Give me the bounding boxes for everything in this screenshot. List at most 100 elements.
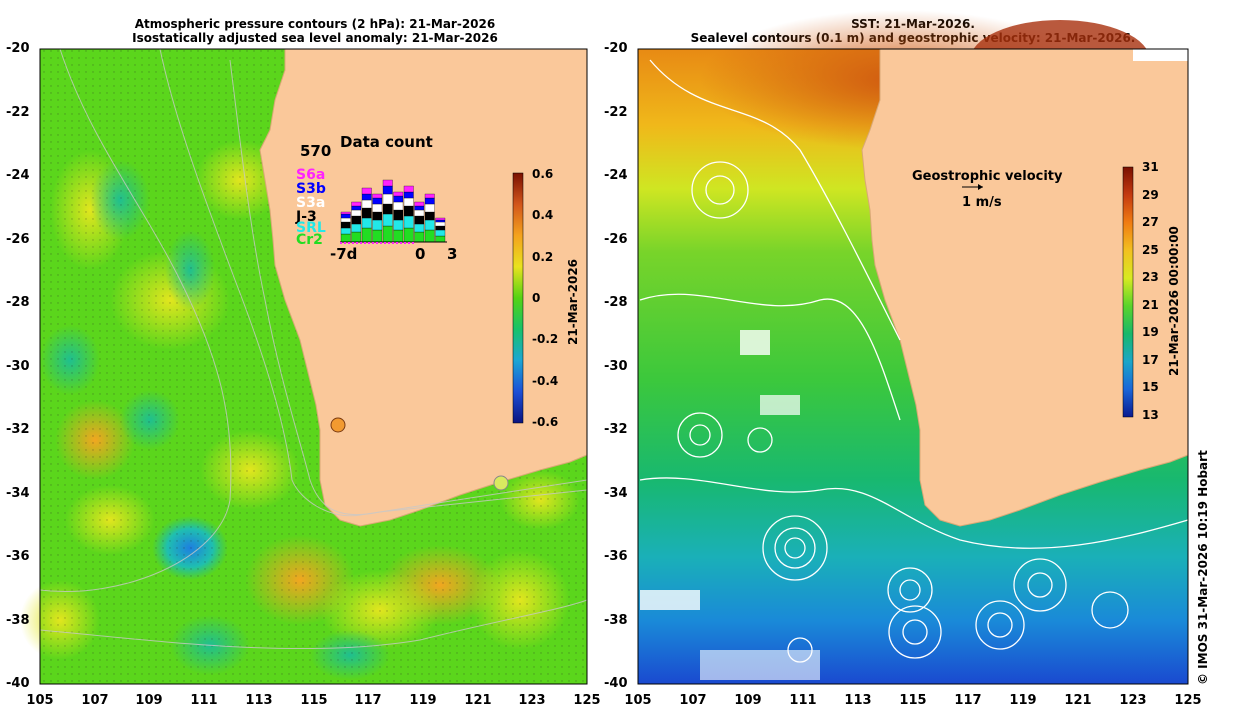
right-cb-tick: 21 bbox=[1142, 298, 1159, 312]
inset-mission-s3b: S3b bbox=[296, 181, 326, 197]
left-ytick: -28 bbox=[6, 295, 30, 310]
left-title-line2: Isostatically adjusted sea level anomaly… bbox=[132, 31, 498, 45]
right-cb-tick: 19 bbox=[1142, 325, 1159, 339]
right-xtick: 115 bbox=[899, 693, 927, 708]
right-ytick: -34 bbox=[604, 486, 628, 501]
inset-bar-segment bbox=[393, 191, 404, 197]
inset-count: 570 bbox=[300, 142, 332, 160]
inset-bar-segment bbox=[424, 229, 435, 243]
left-colorbar-label: 21-Mar-2026 bbox=[566, 258, 580, 345]
left-cb-tick: 0.2 bbox=[532, 250, 554, 264]
inset-bar-segment bbox=[382, 193, 393, 205]
inset-bar-segment bbox=[414, 201, 425, 207]
inset-bar-segment bbox=[424, 219, 435, 231]
inset-bar-segment bbox=[361, 207, 372, 219]
left-ytick: -20 bbox=[6, 41, 30, 56]
inset-bar-segment bbox=[393, 219, 404, 231]
inset-bar-segment bbox=[361, 227, 372, 243]
velocity-scale: 1 m/s bbox=[962, 195, 1002, 210]
left-cb-tick: 0.4 bbox=[532, 208, 554, 222]
left-cb-tick: -0.4 bbox=[532, 374, 559, 388]
left-xtick: 117 bbox=[354, 693, 382, 708]
right-ytick: -22 bbox=[604, 105, 628, 120]
inset-bar-segment bbox=[340, 217, 351, 223]
left-colorbar bbox=[512, 172, 524, 424]
inset-bar-segment bbox=[414, 223, 425, 233]
inset-mission-srl: SRL bbox=[296, 220, 326, 236]
inset-bar-segment bbox=[340, 213, 351, 219]
inset-bar-segment bbox=[435, 221, 446, 227]
inset-bar-segment bbox=[414, 231, 425, 243]
left-coastline-land bbox=[259, 48, 588, 527]
right-cb-tick: 29 bbox=[1142, 188, 1159, 202]
right-colorbar bbox=[1122, 166, 1134, 418]
inset-mission-cr2: Cr2 bbox=[296, 232, 323, 248]
right-xtick: 113 bbox=[844, 693, 872, 708]
inset-bar-segment bbox=[351, 209, 362, 217]
inset-bar-segment bbox=[403, 185, 414, 193]
left-xtick: 115 bbox=[300, 693, 328, 708]
inset-bar-segment bbox=[403, 197, 414, 207]
inset-bar-segment bbox=[372, 197, 383, 205]
inset-bar-segment bbox=[424, 203, 435, 213]
right-cb-tick: 17 bbox=[1142, 353, 1159, 367]
inset-bar-segment bbox=[361, 187, 372, 195]
right-cb-tick: 25 bbox=[1142, 243, 1159, 257]
right-xtick: 105 bbox=[624, 693, 652, 708]
left-ytick: -30 bbox=[6, 359, 30, 374]
credit-text: © IMOS 31-Mar-2026 10:19 Hobart bbox=[1196, 450, 1210, 685]
inset-bars bbox=[340, 179, 447, 244]
right-white-cloud-mask bbox=[640, 330, 820, 680]
left-cb-tick: 0 bbox=[532, 291, 541, 305]
inset-bar-segment bbox=[351, 223, 362, 233]
left-xtick: 107 bbox=[81, 693, 109, 708]
left-xtick: 125 bbox=[573, 693, 601, 708]
right-title: SST: 21-Mar-2026. Sealevel contours (0.1… bbox=[638, 17, 1188, 45]
velocity-label: Geostrophic velocity bbox=[912, 169, 1063, 184]
inset-bar-segment bbox=[435, 229, 446, 237]
inset-bar-segment bbox=[435, 219, 446, 223]
inset-bar-segment bbox=[340, 221, 351, 229]
left-ytick: -38 bbox=[6, 613, 30, 628]
inset-mission-s3a: S3a bbox=[296, 195, 326, 211]
left-bathymetry-contours bbox=[39, 48, 588, 650]
left-map[interactable] bbox=[0, 0, 600, 720]
inset-bar-segment bbox=[372, 203, 383, 213]
inset-bar-segment bbox=[372, 229, 383, 243]
right-ytick: -20 bbox=[604, 41, 628, 56]
inset-bar-segment bbox=[382, 179, 393, 187]
inset-bar-segment bbox=[414, 215, 425, 225]
inset-bar-segment bbox=[351, 205, 362, 211]
right-ytick: -28 bbox=[604, 295, 628, 310]
inset-bar-segment bbox=[382, 225, 393, 243]
left-marker-2 bbox=[493, 475, 509, 491]
right-ytick: -24 bbox=[604, 168, 628, 183]
right-cb-tick: 23 bbox=[1142, 270, 1159, 284]
left-ytick: -36 bbox=[6, 549, 30, 564]
right-ytick: -30 bbox=[604, 359, 628, 374]
right-xtick: 123 bbox=[1119, 693, 1147, 708]
left-xtick: 113 bbox=[245, 693, 273, 708]
right-xtick: 125 bbox=[1174, 693, 1202, 708]
right-xtick: 121 bbox=[1064, 693, 1092, 708]
inset-bar-segment bbox=[372, 219, 383, 231]
inset-bar-segment bbox=[435, 235, 446, 243]
right-cb-tick: 27 bbox=[1142, 215, 1159, 229]
inset-title: Data count bbox=[340, 133, 433, 151]
inset-bar-segment bbox=[393, 201, 404, 211]
inset-bar-segment bbox=[403, 191, 414, 199]
inset-bar-segment bbox=[435, 217, 446, 221]
left-cb-tick: 0.6 bbox=[532, 167, 554, 181]
right-colorbar-label: 21-Mar-2026 00:00:00 bbox=[1167, 226, 1181, 376]
left-ytick: -40 bbox=[6, 676, 30, 691]
right-title-line1: SST: 21-Mar-2026. bbox=[851, 17, 975, 31]
left-title: Atmospheric pressure contours (2 hPa): 2… bbox=[40, 17, 590, 45]
right-ocean bbox=[638, 49, 1188, 684]
right-xtick: 119 bbox=[1009, 693, 1037, 708]
inset-bar-segment bbox=[414, 209, 425, 217]
left-cb-tick: -0.6 bbox=[532, 415, 559, 429]
right-xtick: 107 bbox=[679, 693, 707, 708]
inset-bar-segment bbox=[372, 211, 383, 221]
right-sealevel-contours bbox=[639, 59, 1189, 663]
inset-bar-segment bbox=[424, 193, 435, 199]
